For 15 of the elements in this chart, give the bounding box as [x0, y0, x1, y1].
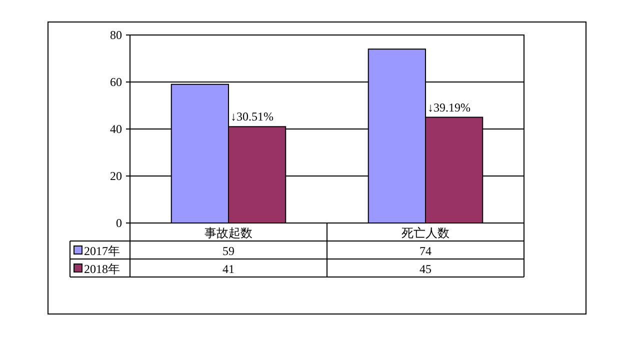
- x-tick-label: 死亡人数: [402, 226, 450, 240]
- data-label: 59: [222, 244, 234, 258]
- y-tick-label: 20: [110, 169, 122, 183]
- x-tick-label: 事故起数: [204, 226, 252, 240]
- annotation: ↓30.51%: [230, 110, 274, 124]
- data-label: 45: [420, 262, 432, 276]
- y-tick-label: 40: [110, 122, 122, 136]
- legend-label: 2018年: [84, 262, 120, 276]
- y-tick-label: 60: [110, 75, 122, 89]
- y-tick-label: 0: [116, 216, 122, 230]
- data-label: 74: [420, 244, 432, 258]
- data-label: 41: [222, 262, 234, 276]
- y-tick-label: 80: [110, 28, 122, 42]
- annotation: ↓39.19%: [428, 100, 470, 114]
- legend-label: 2017年: [84, 244, 120, 258]
